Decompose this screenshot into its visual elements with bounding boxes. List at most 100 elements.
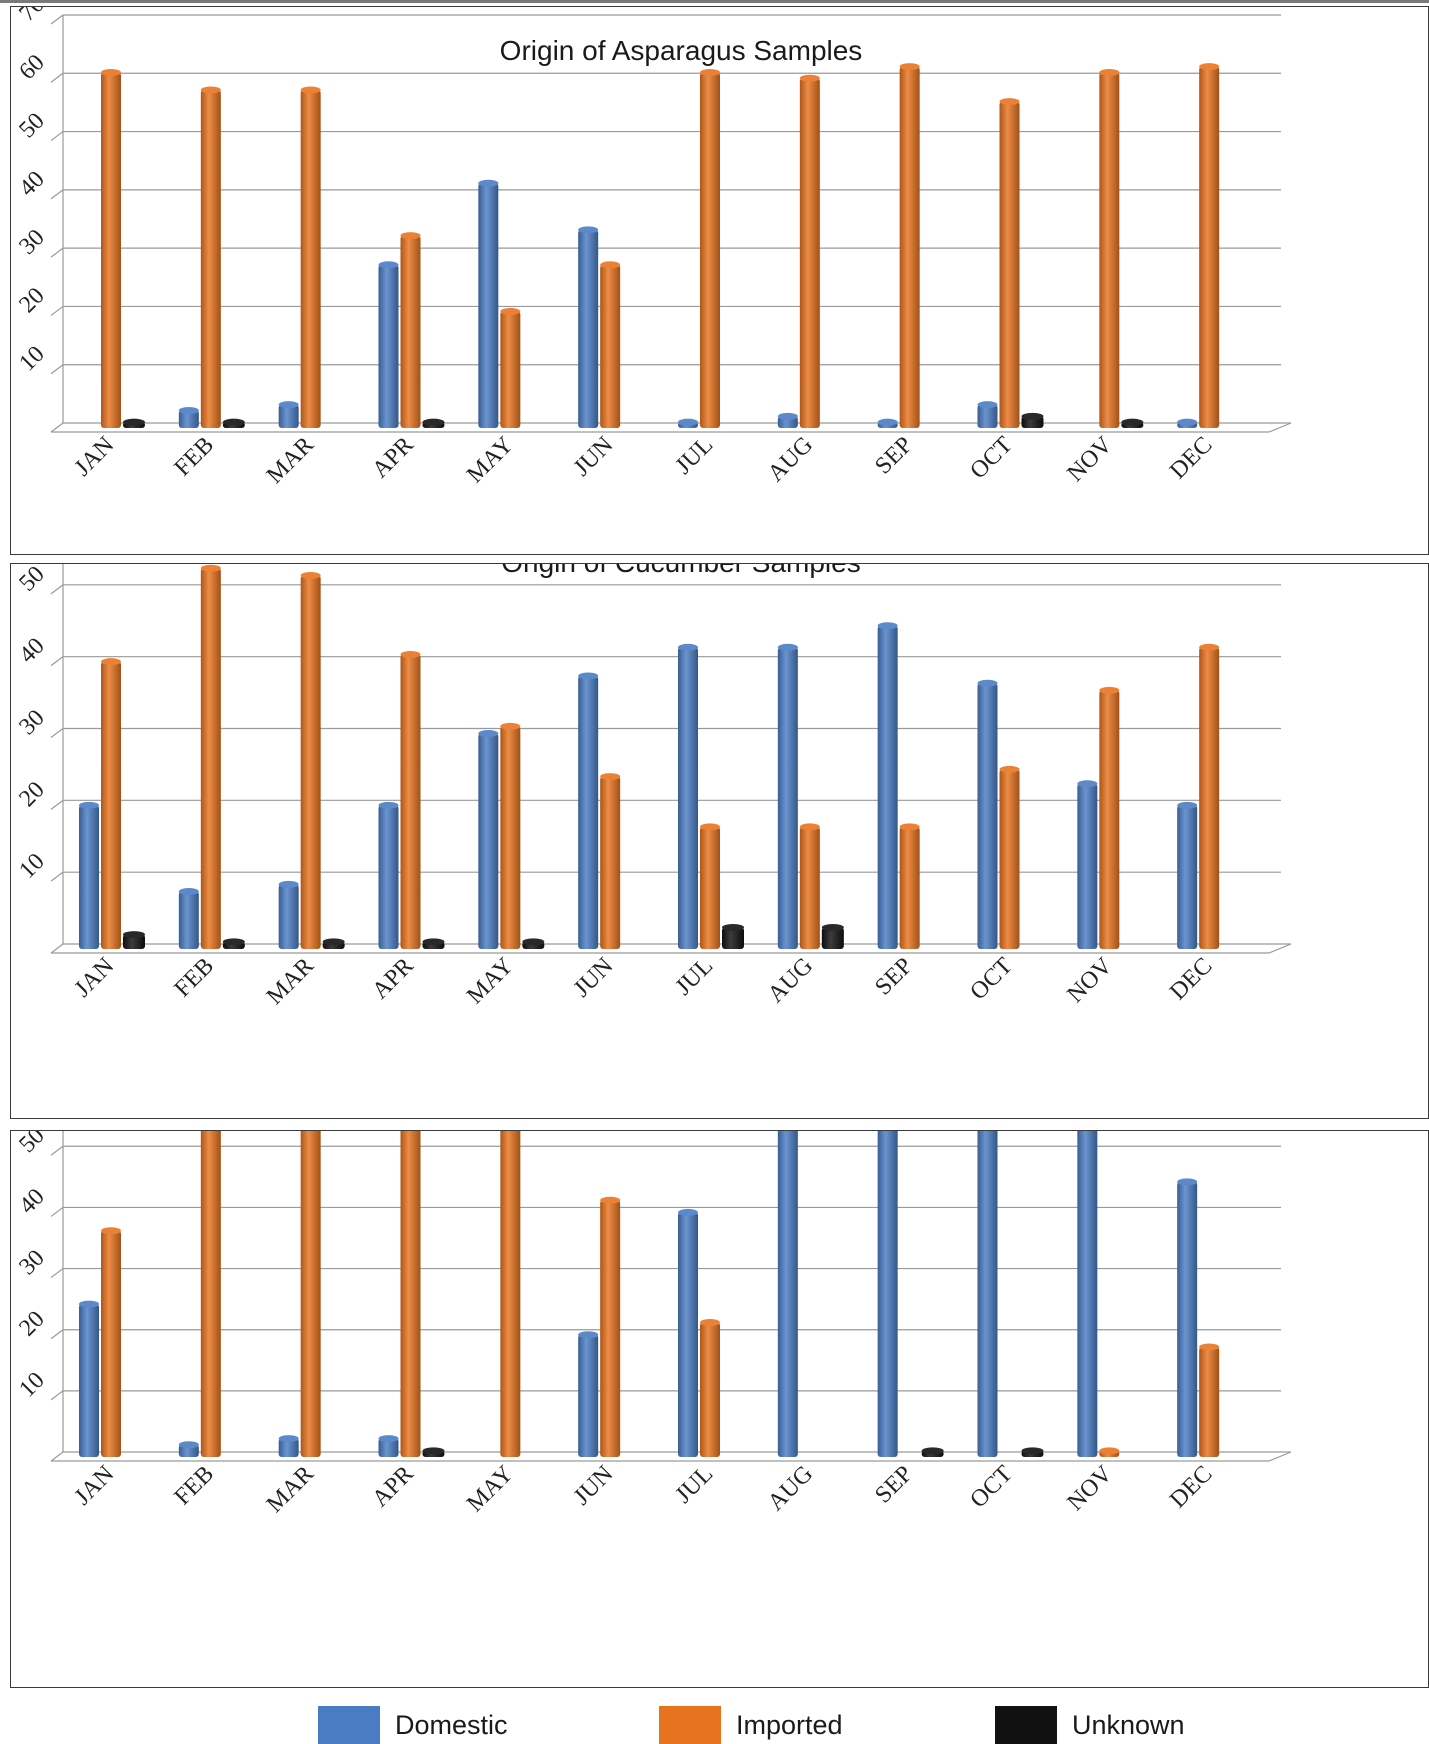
- gridline-cap: [50, 1206, 64, 1217]
- bar-domestic-mar: [278, 884, 299, 949]
- bar-imported-dec: [1199, 66, 1220, 428]
- y-tick-label: 50: [14, 108, 49, 143]
- x-tick-label: JAN: [70, 432, 120, 482]
- legend-item-domestic: Domestic: [318, 1706, 508, 1744]
- bar-cap-domestic-feb: [178, 888, 199, 896]
- bar-cap-imported-apr: [400, 232, 421, 240]
- y-tick-label: 50: [14, 1131, 49, 1158]
- bar-imported-sep: [899, 826, 920, 949]
- bar-cap-domestic-mar: [278, 880, 299, 888]
- x-tick-label: NOV: [1062, 431, 1118, 487]
- x-tick-label: DEC: [1165, 953, 1217, 1005]
- x-tick-label: FEB: [170, 1461, 220, 1511]
- legend-label-imported: Imported: [736, 1709, 843, 1740]
- bar-cap-unknown-jan: [123, 418, 145, 426]
- bar-imported-jul: [700, 1322, 720, 1457]
- gridline-cap: [50, 14, 64, 25]
- bar-domestic-sep: [877, 625, 898, 949]
- bar-cap-domestic-apr: [378, 801, 399, 809]
- bar-cap-domestic-mar: [278, 401, 299, 409]
- bar-domestic-jan: [79, 805, 99, 949]
- bar-imported-oct: [999, 769, 1020, 949]
- gridline-cap: [50, 247, 64, 258]
- bar-cap-imported-jun: [600, 1196, 621, 1204]
- bar-imported-jun: [600, 776, 621, 949]
- legend-label-domestic: Domestic: [395, 1709, 508, 1740]
- bar-imported-apr: [400, 654, 421, 949]
- bar-imported-feb: [200, 89, 221, 428]
- bar-cap-imported-aug: [799, 823, 820, 831]
- y-tick-label: 10: [14, 849, 49, 884]
- bar-cap-imported-oct: [999, 765, 1020, 773]
- bar-cap-domestic-jun: [578, 1331, 599, 1339]
- bar-cap-domestic-jul: [678, 643, 698, 651]
- legend-swatch-imported: [659, 1706, 721, 1744]
- gridline-cap: [50, 1329, 64, 1340]
- bar-imported-oct: [999, 101, 1020, 428]
- bar-unknown-jan: [123, 934, 145, 949]
- bar-cap-unknown-sep: [921, 1447, 944, 1455]
- bar-domestic-jan: [79, 1304, 99, 1457]
- x-tick-label: OCT: [965, 1461, 1018, 1514]
- bar-cap-domestic-sep: [877, 622, 898, 630]
- bar-cap-domestic-apr: [378, 1435, 399, 1443]
- bar-cap-imported-jul: [700, 68, 720, 76]
- x-tick-label: JAN: [70, 953, 120, 1003]
- bar-cap-unknown-apr: [422, 1447, 445, 1455]
- bar-cap-imported-aug: [799, 74, 820, 82]
- legend-swatch-unknown: [995, 1706, 1057, 1744]
- bar-cap-imported-mar: [300, 86, 321, 94]
- chart-panel-grape: Origin of Grape Samples10203040506070JAN…: [10, 1130, 1429, 1688]
- bar-cap-unknown-jul: [722, 923, 744, 931]
- bar-imported-dec: [1199, 647, 1220, 949]
- bar-domestic-oct: [977, 683, 998, 949]
- x-tick-label: SEP: [870, 1461, 918, 1509]
- x-tick-label: JUN: [569, 1461, 619, 1511]
- bar-cap-domestic-jul: [678, 418, 698, 426]
- gridline-cap: [50, 305, 64, 316]
- bar-domestic-dec: [1177, 1181, 1198, 1457]
- legend-item-imported: Imported: [659, 1706, 843, 1744]
- bar-cap-unknown-jan: [123, 931, 145, 939]
- x-tick-label: JUL: [671, 1461, 719, 1509]
- bar-unknown-jul: [722, 927, 744, 949]
- y-tick-label: 20: [14, 283, 49, 318]
- bar-domestic-jul: [678, 1212, 698, 1457]
- x-tick-label: MAR: [262, 1461, 319, 1518]
- bar-cap-domestic-sep: [877, 418, 898, 426]
- y-tick-label: 20: [14, 1306, 49, 1341]
- bar-cap-imported-sep: [899, 823, 920, 831]
- bar-cap-imported-jan: [101, 658, 121, 666]
- bar-cap-domestic-dec: [1177, 418, 1198, 426]
- bar-cap-unknown-aug: [821, 923, 844, 931]
- bar-cap-imported-dec: [1199, 1343, 1220, 1351]
- bar-cap-domestic-jun: [578, 672, 599, 680]
- bar-cap-domestic-may: [478, 730, 499, 737]
- x-tick-label: AUG: [763, 432, 818, 487]
- bar-domestic-apr: [378, 1438, 399, 1457]
- x-tick-label: FEB: [170, 432, 220, 482]
- bar-imported-jan: [101, 72, 121, 428]
- bar-domestic-jun: [578, 229, 599, 428]
- bar-cap-unknown-may: [522, 938, 545, 946]
- bar-imported-jun: [600, 264, 621, 428]
- x-tick-label: JUN: [569, 432, 619, 482]
- x-tick-label: OCT: [965, 432, 1018, 485]
- bar-cap-domestic-aug: [777, 412, 798, 420]
- bar-cap-domestic-jan: [79, 1300, 99, 1308]
- bar-cap-domestic-nov: [1077, 780, 1098, 788]
- bar-cap-unknown-nov: [1121, 418, 1144, 426]
- x-tick-label: JUN: [569, 953, 619, 1003]
- x-tick-label: SEP: [870, 953, 918, 1001]
- bar-cap-imported-feb: [200, 86, 221, 94]
- bar-cap-domestic-oct: [977, 401, 998, 409]
- legend: Domestic Imported Unknown: [0, 1700, 1429, 1744]
- bar-domestic-nov: [1077, 1131, 1098, 1457]
- bar-cap-imported-dec: [1199, 643, 1220, 651]
- bar-imported-feb: [200, 1131, 221, 1457]
- x-tick-label: OCT: [965, 953, 1018, 1006]
- y-tick-label: 40: [14, 166, 49, 201]
- bar-domestic-may: [478, 733, 499, 949]
- y-tick-label: 30: [14, 225, 49, 260]
- bar-cap-domestic-dec: [1177, 1178, 1198, 1186]
